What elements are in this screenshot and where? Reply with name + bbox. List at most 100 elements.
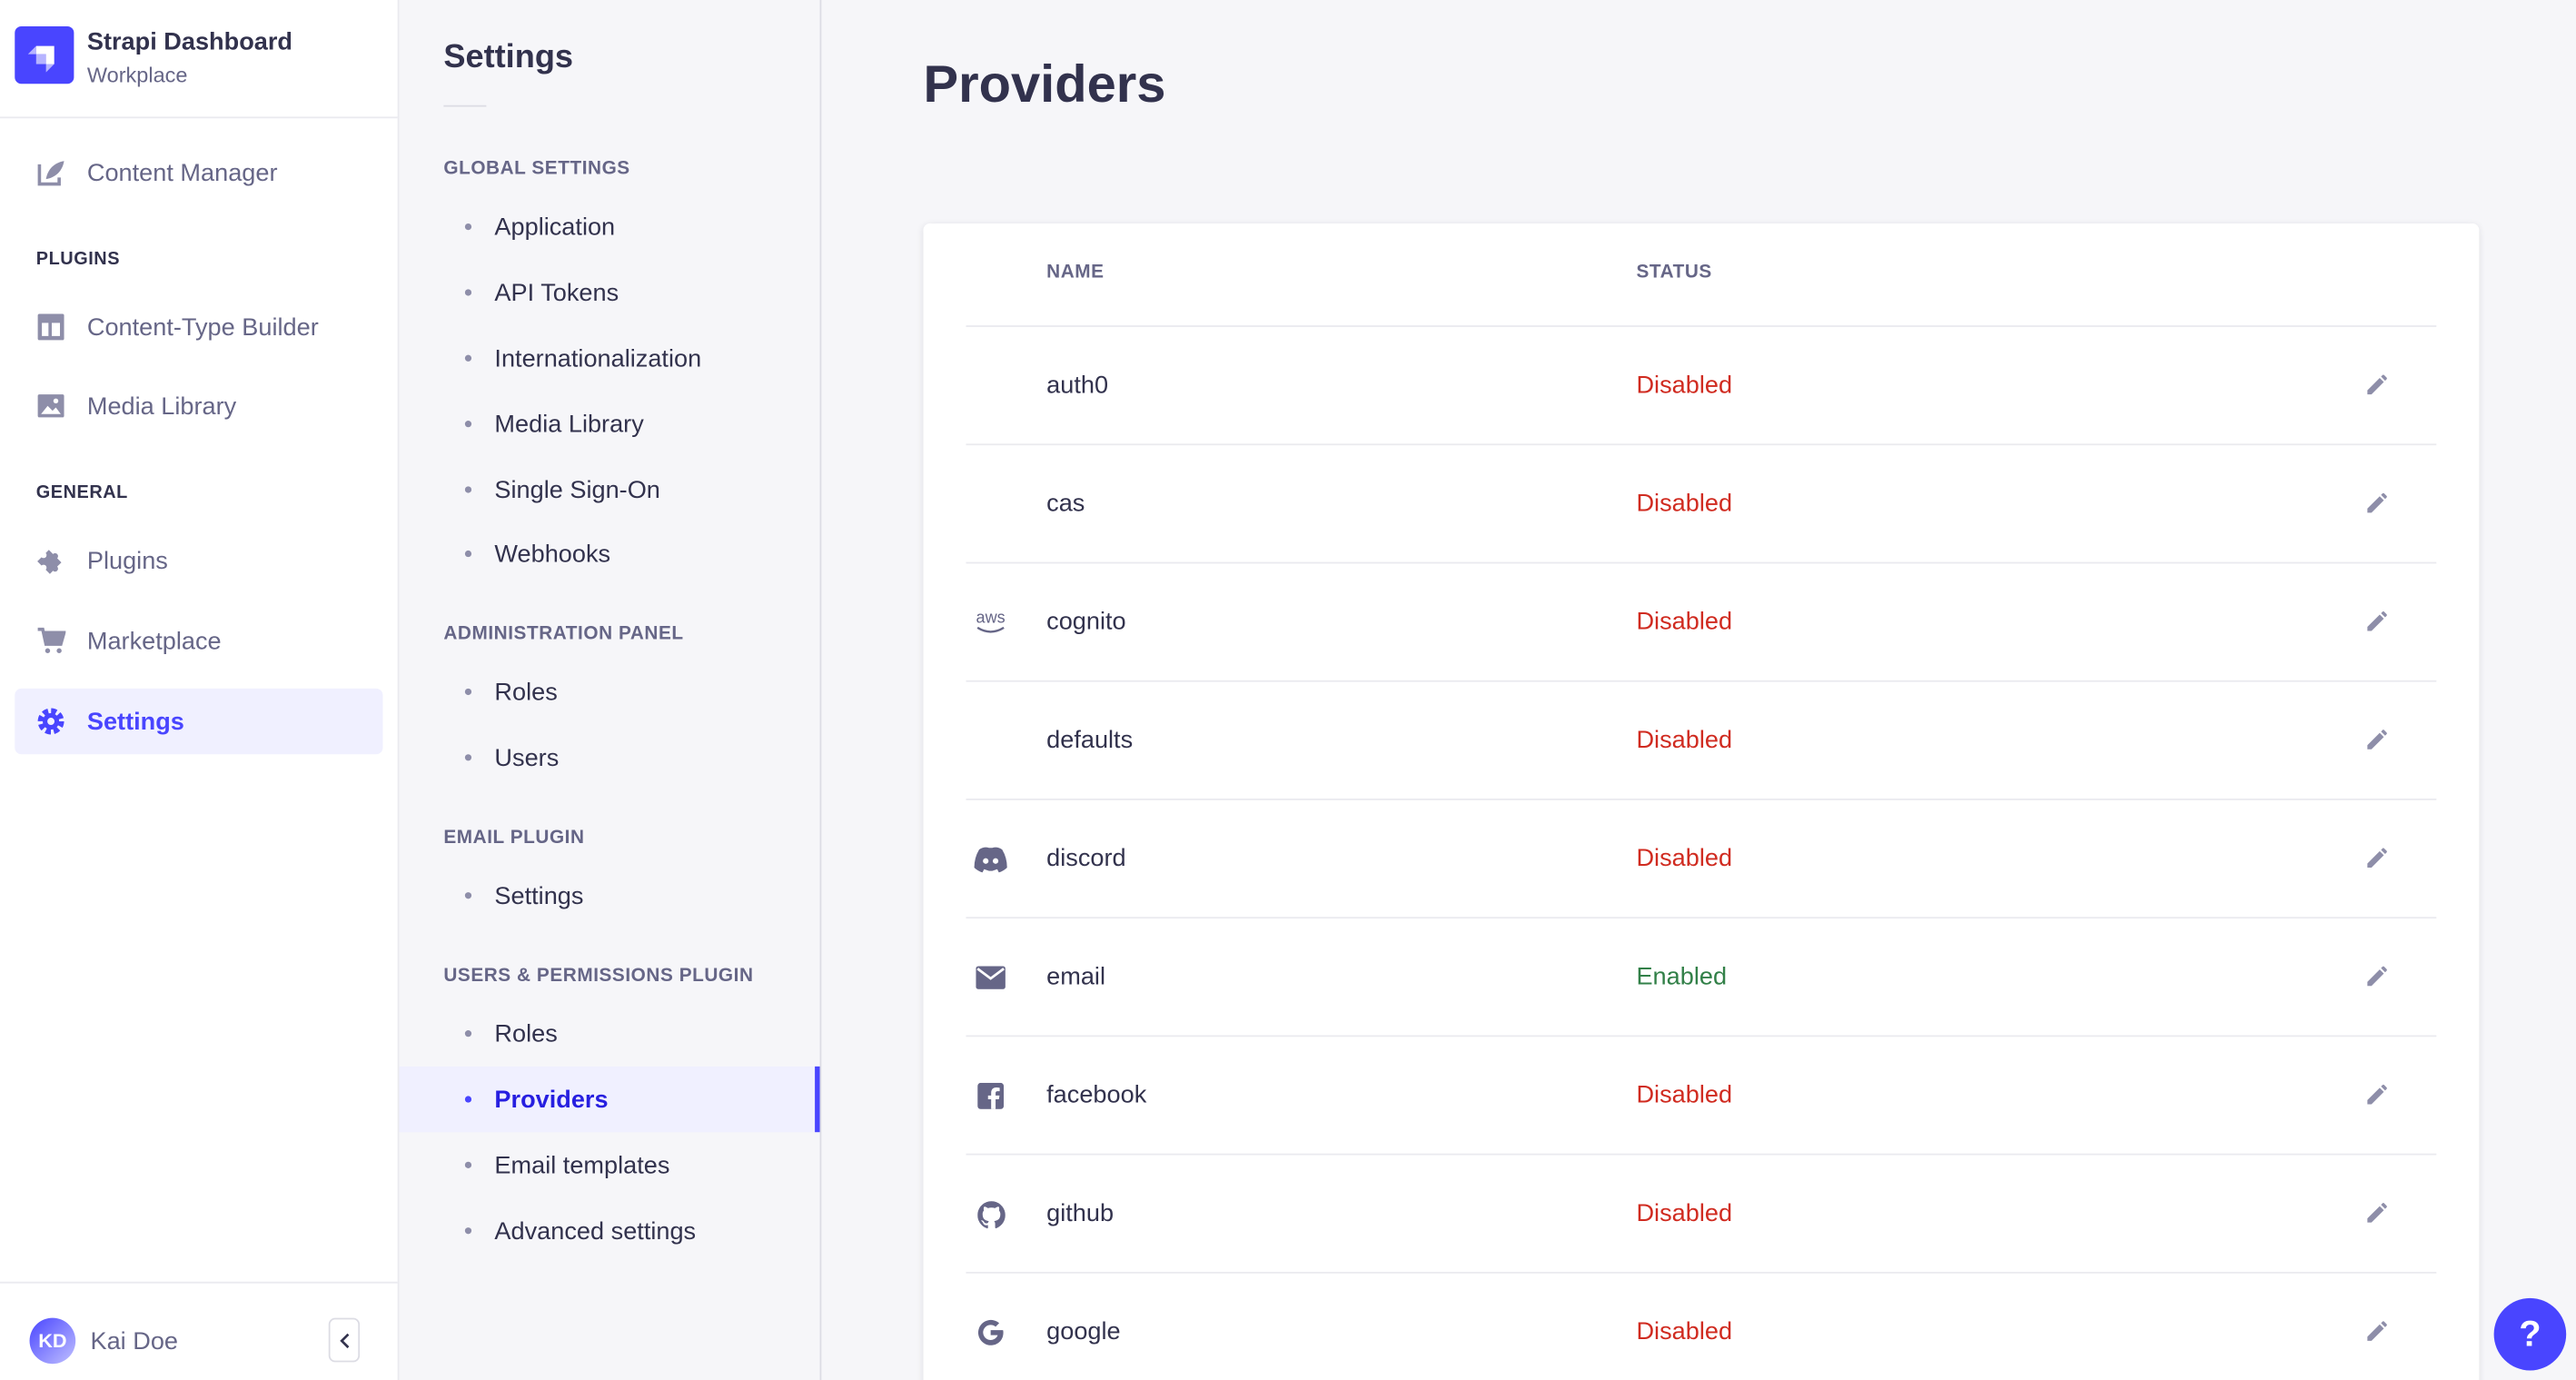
table-row[interactable]: github Disabled	[966, 1153, 2437, 1272]
gear-icon	[36, 707, 66, 737]
edit-button[interactable]	[2364, 1081, 2394, 1111]
subnav-item-internationalization[interactable]: Internationalization	[400, 325, 820, 391]
pencil-icon	[2367, 492, 2387, 513]
feather-icon	[36, 158, 66, 188]
subnav-title: Settings	[443, 39, 574, 76]
aws-icon: aws	[975, 609, 1007, 634]
edit-button[interactable]	[2364, 963, 2394, 993]
status-badge: Disabled	[1636, 1081, 1733, 1109]
cart-icon	[36, 626, 66, 656]
provider-name: auth0	[1046, 371, 1109, 400]
page-title: Providers	[923, 54, 1166, 114]
nav-marketplace[interactable]: Marketplace	[15, 608, 382, 673]
nav-label: Marketplace	[86, 627, 222, 655]
discord-icon	[974, 847, 1007, 873]
nav-plugins[interactable]: Plugins	[15, 528, 382, 593]
column-header-name: NAME	[1046, 263, 1105, 283]
nav-content-type-builder[interactable]: Content-Type Builder	[15, 294, 382, 360]
workspace-name: Workplace	[86, 62, 188, 87]
strapi-logo[interactable]	[15, 25, 74, 84]
provider-name: github	[1046, 1199, 1115, 1228]
section-heading: USERS & PERMISSIONS PLUGIN	[443, 966, 754, 987]
provider-icon-cell	[973, 370, 1009, 402]
facebook-icon	[977, 1082, 1005, 1109]
subnav-item-providers[interactable]: Providers	[399, 1066, 820, 1133]
nav-label: Content Manager	[86, 158, 278, 187]
table-row[interactable]: cas Disabled	[966, 443, 2437, 561]
table-row[interactable]: facebook Disabled	[966, 1035, 2437, 1153]
google-icon	[977, 1319, 1004, 1345]
nav-heading-general: GENERAL	[35, 482, 128, 503]
edit-button[interactable]	[2364, 372, 2394, 402]
nav-settings[interactable]: Settings	[15, 688, 383, 755]
provider-name: defaults	[1046, 726, 1134, 755]
subnav-item-email-settings[interactable]: Settings	[400, 863, 820, 928]
subnav-item-media-library[interactable]: Media Library	[400, 391, 820, 456]
subnav-item-api-tokens[interactable]: API Tokens	[400, 260, 820, 325]
help-button[interactable]: ?	[2493, 1297, 2567, 1371]
provider-name: cas	[1046, 489, 1085, 518]
image-icon	[36, 391, 66, 421]
section-heading: EMAIL PLUGIN	[443, 828, 585, 849]
subnav-item-users[interactable]: Users	[400, 725, 820, 790]
pencil-icon	[2367, 730, 2387, 750]
subnav-item-admin-roles[interactable]: Roles	[400, 659, 820, 724]
pencil-icon	[2367, 611, 2387, 631]
edit-button[interactable]	[2364, 845, 2394, 875]
edit-button[interactable]	[2364, 1318, 2394, 1348]
provider-icon-cell	[973, 961, 1009, 994]
subnav-item-single-sign-on[interactable]: Single Sign-On	[400, 457, 820, 522]
avatar[interactable]: KD	[29, 1317, 76, 1365]
provider-icon-cell	[973, 488, 1009, 521]
edit-button[interactable]	[2364, 490, 2394, 520]
subnav-item-webhooks[interactable]: Webhooks	[400, 521, 820, 586]
collapse-nav-button[interactable]	[328, 1317, 361, 1363]
nav-content-manager[interactable]: Content Manager	[15, 140, 382, 205]
status-badge: Disabled	[1636, 489, 1733, 518]
nav-label: Settings	[86, 707, 184, 736]
divider	[443, 104, 487, 107]
chevron-left-icon	[339, 1332, 349, 1348]
status-badge: Disabled	[1636, 371, 1733, 400]
status-badge: Disabled	[1636, 844, 1733, 873]
table-row[interactable]: discord Disabled	[966, 799, 2437, 917]
settings-subnav: Settings GLOBAL SETTINGS Application API…	[399, 0, 822, 1380]
column-header-status: STATUS	[1636, 263, 1712, 283]
provider-icon-cell	[973, 1316, 1009, 1349]
provider-name: discord	[1046, 844, 1126, 873]
edit-button[interactable]	[2364, 1199, 2394, 1229]
status-badge: Disabled	[1636, 1199, 1733, 1228]
edit-button[interactable]	[2364, 608, 2394, 638]
providers-table: NAME STATUS auth0 Disabled cas Disabled aws c…	[923, 223, 2480, 1380]
pencil-icon	[2367, 848, 2387, 868]
status-badge: Disabled	[1636, 608, 1733, 636]
pencil-icon	[2367, 1084, 2387, 1105]
table-row[interactable]: aws cognito Disabled	[966, 561, 2437, 680]
status-badge: Disabled	[1636, 726, 1733, 755]
aws-label: aws	[976, 609, 1006, 628]
user-name[interactable]: Kai Doe	[90, 1327, 179, 1356]
provider-icon-cell	[973, 1079, 1009, 1112]
table-row[interactable]: defaults Disabled	[966, 680, 2437, 799]
subnav-item-advanced-settings[interactable]: Advanced settings	[400, 1198, 820, 1264]
table-row[interactable]: email Enabled	[966, 917, 2437, 1035]
table-row[interactable]: auth0 Disabled	[966, 325, 2437, 443]
puzzle-icon	[36, 545, 66, 575]
subnav-item-application[interactable]: Application	[400, 194, 820, 259]
table-row[interactable]: google Disabled	[966, 1271, 2437, 1380]
subnav-item-up-roles[interactable]: Roles	[400, 1000, 820, 1066]
status-badge: Disabled	[1636, 1317, 1733, 1346]
section-heading: ADMINISTRATION PANEL	[443, 624, 684, 645]
subnav-item-email-templates[interactable]: Email templates	[400, 1132, 820, 1197]
pencil-icon	[2367, 1203, 2387, 1223]
provider-name: cognito	[1046, 608, 1126, 636]
nav-label: Content-Type Builder	[86, 313, 319, 342]
pencil-icon	[2367, 374, 2387, 395]
edit-button[interactable]	[2364, 726, 2394, 756]
github-icon	[976, 1200, 1005, 1228]
divider	[0, 116, 398, 119]
nav-media-library[interactable]: Media Library	[15, 373, 382, 439]
provider-name: google	[1046, 1317, 1121, 1346]
provider-icon-cell	[973, 1198, 1009, 1231]
